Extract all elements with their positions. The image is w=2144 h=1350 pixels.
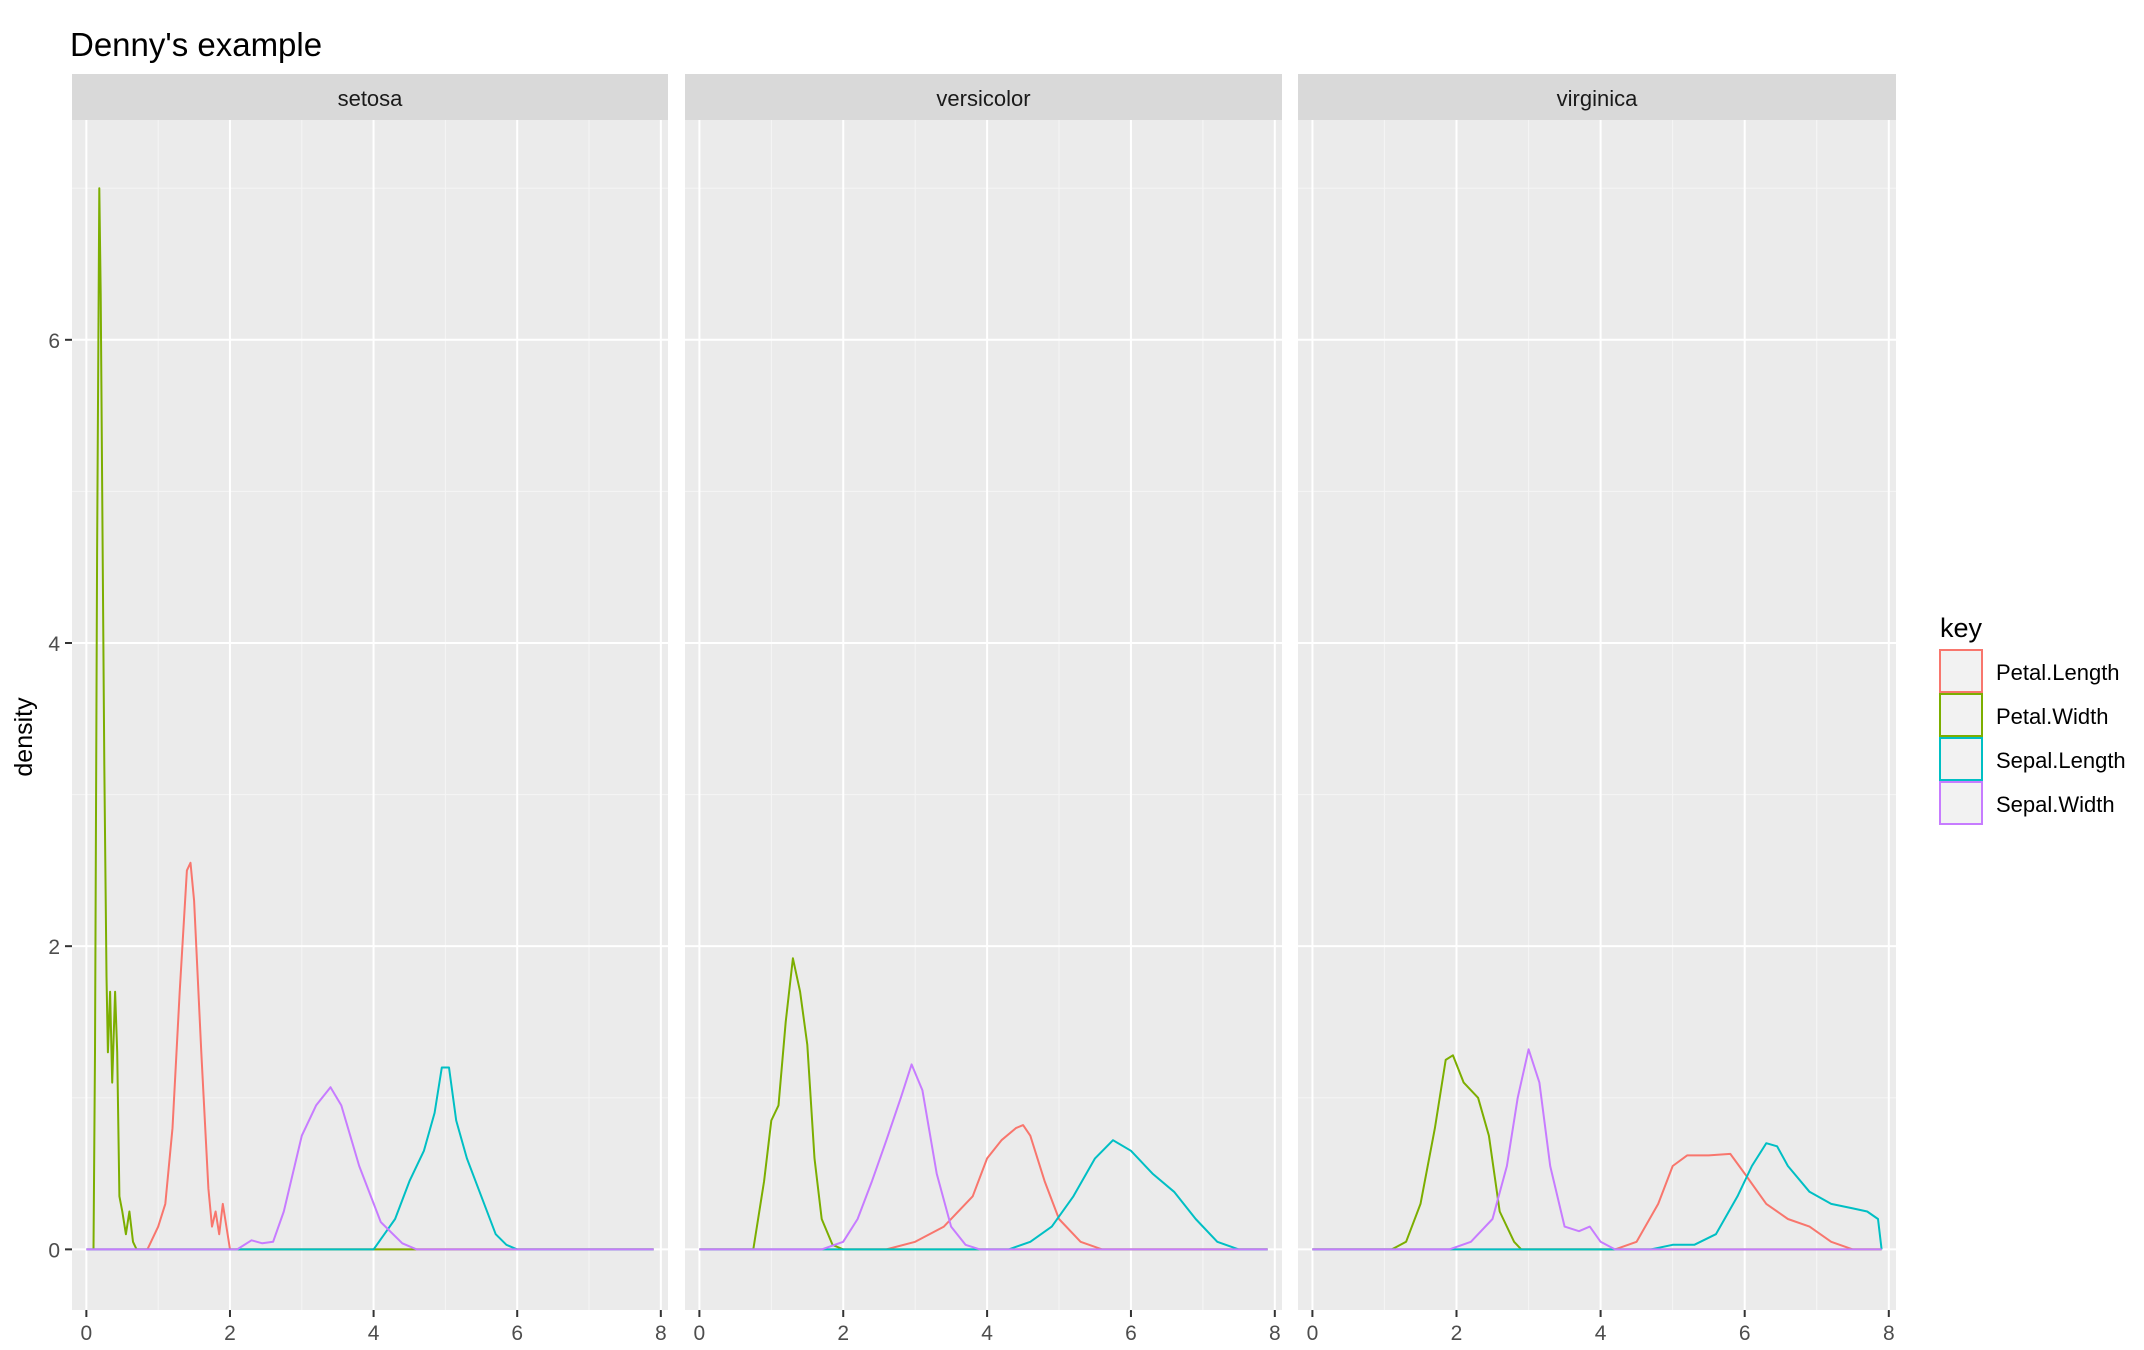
- density-line-sepal-length: [699, 1139, 1268, 1251]
- y-axis-label: density: [10, 697, 38, 777]
- legend-key: [1939, 649, 1983, 693]
- density-line-sepal-width: [86, 1086, 654, 1251]
- legend-key: [1939, 737, 1983, 781]
- x-tick-label: 0: [1307, 1322, 1319, 1345]
- x-tick-label: 8: [1269, 1322, 1281, 1345]
- chart-title: Denny's example: [70, 26, 322, 63]
- density-line-sepal-length: [1312, 1142, 1883, 1251]
- legend: key Petal.Length Petal.Width Sepal.Length S…: [1939, 613, 2126, 825]
- density-line-petal-width: [92, 187, 654, 1251]
- x-tick-label: 0: [694, 1322, 706, 1345]
- x-tick-label: 4: [368, 1322, 380, 1345]
- y-tick-label: 6: [48, 330, 60, 353]
- legend-entry-sepal-length: Sepal.Length: [1939, 737, 2126, 781]
- legend-label: Sepal.Length: [1996, 748, 2126, 773]
- density-line-petal-length: [1312, 1152, 1882, 1251]
- x-tick-label: 6: [1739, 1322, 1751, 1345]
- facet-strip-label: versicolor: [936, 86, 1030, 111]
- x-tick-label: 8: [1883, 1322, 1895, 1345]
- facet-strip-label: setosa: [338, 86, 404, 111]
- panel-background: [1298, 120, 1896, 1310]
- x-tick-label: 2: [837, 1322, 849, 1345]
- panel-background: [72, 120, 668, 1310]
- x-tick-label: 0: [81, 1322, 93, 1345]
- legend-label: Petal.Length: [1996, 660, 2120, 685]
- facets: setosa 0 2 4 6 8 versicolor 0 2 4 6 8 virginica 0 2 4 6 8: [72, 74, 1896, 1345]
- x-tick-label: 2: [224, 1322, 236, 1345]
- facet-versicolor: versicolor 0 2 4 6 8: [685, 74, 1282, 1345]
- y-tick-label: 4: [48, 633, 60, 656]
- facet-strip: [685, 74, 1282, 120]
- facet-virginica: virginica 0 2 4 6 8: [1298, 74, 1896, 1345]
- x-tick-label: 4: [981, 1322, 993, 1345]
- density-line-petal-width: [1312, 1054, 1882, 1251]
- facet-strip-label: virginica: [1557, 86, 1638, 111]
- x-tick-label: 6: [1125, 1322, 1137, 1345]
- facet-strip: [1298, 74, 1896, 120]
- facet-setosa: setosa 0 2 4 6 8: [72, 74, 668, 1345]
- legend-entry-petal-width: Petal.Width: [1939, 693, 2109, 737]
- y-tick-label: 2: [48, 936, 60, 959]
- x-tick-label: 8: [655, 1322, 667, 1345]
- legend-title: key: [1940, 613, 1983, 643]
- legend-label: Petal.Width: [1996, 704, 2109, 729]
- y-tick-label: 0: [48, 1239, 60, 1262]
- legend-entry-sepal-width: Sepal.Width: [1939, 781, 2115, 825]
- facet-strip: [72, 74, 668, 120]
- density-line-petal-length: [86, 861, 654, 1251]
- x-tick-label: 4: [1595, 1322, 1607, 1345]
- density-line-petal-width: [699, 957, 1268, 1251]
- density-line-petal-length: [699, 1124, 1268, 1251]
- legend-entry-petal-length: Petal.Length: [1939, 649, 2120, 693]
- y-axis: 0 2 4 6: [48, 330, 72, 1262]
- x-tick-label: 6: [511, 1322, 523, 1345]
- x-tick-label: 2: [1451, 1322, 1463, 1345]
- panel-background: [685, 120, 1282, 1310]
- legend-label: Sepal.Width: [1996, 792, 2115, 817]
- density-line-sepal-width: [699, 1063, 1268, 1251]
- legend-key: [1939, 693, 1983, 737]
- density-line-sepal-width: [1312, 1048, 1882, 1251]
- density-line-sepal-length: [86, 1066, 654, 1251]
- legend-key: [1939, 781, 1983, 825]
